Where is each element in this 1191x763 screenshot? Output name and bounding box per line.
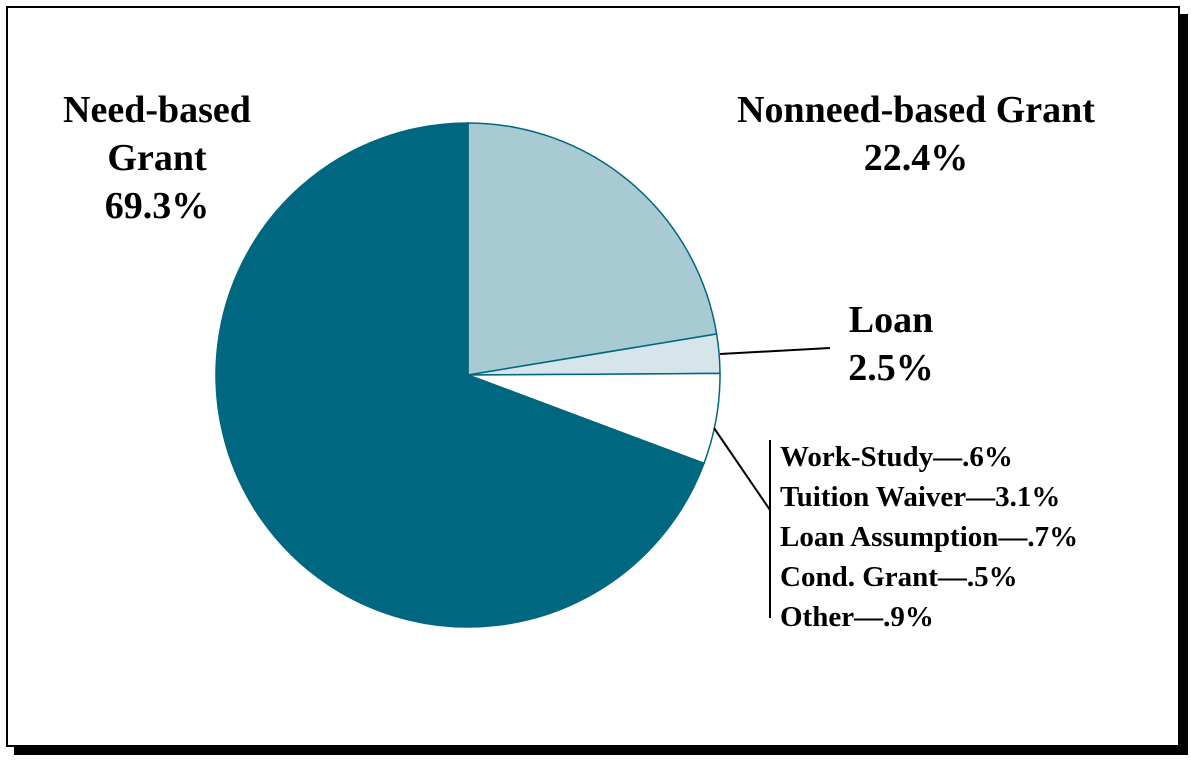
label-nonneed-line1: Nonneed-based Grant xyxy=(737,89,1095,131)
label-need-based-value: 69.3% xyxy=(105,185,210,227)
label-need-based-line2: Grant xyxy=(107,137,207,179)
other-item: Cond. Grant—.5% xyxy=(780,561,1018,593)
label-need-based-line1: Need-based xyxy=(63,89,251,131)
loan-leader-line xyxy=(719,347,831,355)
other-item: Work-Study—.6% xyxy=(780,441,1013,473)
pie-slices xyxy=(215,122,721,628)
label-nonneed-value: 22.4% xyxy=(864,137,969,179)
other-leader-line xyxy=(713,427,771,511)
other-item: Tuition Waiver—3.1% xyxy=(780,481,1060,513)
label-loan-value: 2.5% xyxy=(848,347,934,389)
label-loan-line1: Loan xyxy=(849,299,933,341)
pie-slice-need-based-grant xyxy=(215,122,705,628)
other-item: Loan Assumption—.7% xyxy=(780,521,1078,553)
pie-slice-nonneed-based-grant xyxy=(467,122,718,376)
other-item: Other—.9% xyxy=(780,601,934,633)
